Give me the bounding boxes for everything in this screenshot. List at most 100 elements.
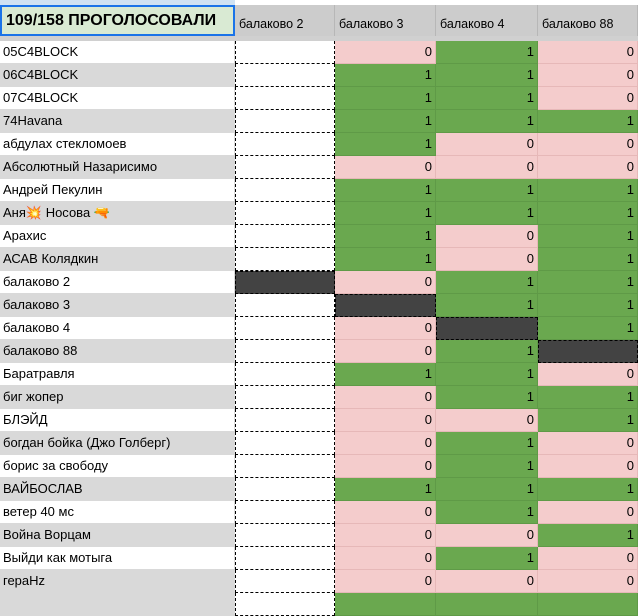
- vote-cell[interactable]: 0: [538, 41, 638, 64]
- vote-cell[interactable]: 1: [538, 179, 638, 202]
- vote-cell[interactable]: 1: [538, 110, 638, 133]
- vote-cell[interactable]: 0: [538, 547, 638, 570]
- vote-cell[interactable]: [235, 179, 335, 202]
- participant-name-cell[interactable]: ВАЙБОСЛАВ: [0, 478, 235, 501]
- vote-cell[interactable]: 0: [436, 156, 538, 179]
- participant-name-cell[interactable]: Абсолютный Назарисимо: [0, 156, 235, 179]
- vote-cell[interactable]: [235, 409, 335, 432]
- vote-cell[interactable]: 0: [538, 87, 638, 110]
- participant-name-cell[interactable]: 07C4BLOCK: [0, 87, 235, 110]
- vote-cell[interactable]: [235, 501, 335, 524]
- vote-cell[interactable]: 0: [538, 64, 638, 87]
- vote-cell[interactable]: 0: [538, 156, 638, 179]
- vote-cell[interactable]: [235, 432, 335, 455]
- vote-cell[interactable]: [235, 110, 335, 133]
- vote-cell[interactable]: 0: [335, 432, 436, 455]
- vote-cell[interactable]: 1: [436, 179, 538, 202]
- vote-cell[interactable]: 0: [335, 409, 436, 432]
- vote-cell[interactable]: [235, 547, 335, 570]
- vote-cell[interactable]: 1: [436, 340, 538, 363]
- vote-cell[interactable]: [235, 386, 335, 409]
- vote-cell[interactable]: 0: [335, 340, 436, 363]
- vote-cell[interactable]: 0: [436, 248, 538, 271]
- vote-cell[interactable]: 0: [335, 317, 436, 340]
- vote-cell[interactable]: 0: [538, 432, 638, 455]
- column-header-d[interactable]: балаково 4: [436, 5, 538, 36]
- participant-name-cell[interactable]: Выйди как мотыга: [0, 547, 235, 570]
- vote-cell[interactable]: 0: [436, 409, 538, 432]
- vote-cell[interactable]: 0: [335, 570, 436, 593]
- vote-cell[interactable]: 1: [538, 478, 638, 501]
- vote-cell[interactable]: 0: [335, 156, 436, 179]
- self-vote-blocked-cell[interactable]: [436, 317, 538, 340]
- self-vote-blocked-cell[interactable]: [335, 294, 436, 317]
- vote-cell[interactable]: 1: [436, 41, 538, 64]
- vote-cell[interactable]: [235, 524, 335, 547]
- vote-cell[interactable]: 1: [335, 248, 436, 271]
- vote-cell[interactable]: 1: [538, 386, 638, 409]
- vote-cell[interactable]: [436, 593, 538, 616]
- column-header-e[interactable]: балаково 88: [538, 5, 638, 36]
- vote-cell[interactable]: 1: [436, 87, 538, 110]
- vote-cell[interactable]: 1: [436, 110, 538, 133]
- participant-name-cell[interactable]: балаково 2: [0, 271, 235, 294]
- vote-cell[interactable]: [235, 133, 335, 156]
- vote-cell[interactable]: 1: [335, 363, 436, 386]
- vote-cell[interactable]: 0: [538, 455, 638, 478]
- participant-name-cell[interactable]: балаково 3: [0, 294, 235, 317]
- participant-name-cell[interactable]: абдулах стекломоев: [0, 133, 235, 156]
- vote-cell[interactable]: 1: [538, 248, 638, 271]
- participant-name-cell[interactable]: 06C4BLOCK: [0, 64, 235, 87]
- vote-cell[interactable]: 0: [538, 363, 638, 386]
- frozen-row-divider[interactable]: [0, 36, 638, 41]
- vote-cell[interactable]: 0: [436, 225, 538, 248]
- vote-cell[interactable]: 1: [335, 225, 436, 248]
- cell-a1-vote-count[interactable]: 109/158 ПРОГОЛОСОВАЛИ: [0, 5, 235, 36]
- vote-cell[interactable]: [538, 593, 638, 616]
- vote-cell[interactable]: 1: [538, 524, 638, 547]
- vote-cell[interactable]: 1: [436, 432, 538, 455]
- vote-cell[interactable]: 1: [436, 202, 538, 225]
- vote-cell[interactable]: 1: [335, 478, 436, 501]
- vote-cell[interactable]: 0: [335, 501, 436, 524]
- participant-name-cell[interactable]: Андрей Пекулин: [0, 179, 235, 202]
- vote-cell[interactable]: [235, 340, 335, 363]
- column-header-c[interactable]: балаково 3: [335, 5, 436, 36]
- vote-cell[interactable]: [235, 570, 335, 593]
- vote-cell[interactable]: 0: [436, 133, 538, 156]
- participant-name-cell[interactable]: балаково 4: [0, 317, 235, 340]
- vote-cell[interactable]: 0: [335, 455, 436, 478]
- self-vote-blocked-cell[interactable]: [538, 340, 638, 363]
- participant-name-cell[interactable]: 05C4BLOCK: [0, 41, 235, 64]
- participant-name-cell[interactable]: АСАВ Колядкин: [0, 248, 235, 271]
- vote-cell[interactable]: 1: [335, 87, 436, 110]
- vote-cell[interactable]: 0: [538, 570, 638, 593]
- vote-cell[interactable]: [235, 455, 335, 478]
- participant-name-cell[interactable]: БЛЭЙД: [0, 409, 235, 432]
- vote-cell[interactable]: [235, 317, 335, 340]
- vote-cell[interactable]: 0: [335, 41, 436, 64]
- vote-cell[interactable]: 0: [335, 547, 436, 570]
- vote-cell[interactable]: 1: [436, 294, 538, 317]
- participant-name-cell[interactable]: Аня💥 Носова 🔫: [0, 202, 235, 225]
- vote-cell[interactable]: 0: [335, 386, 436, 409]
- vote-cell[interactable]: 1: [436, 363, 538, 386]
- participant-name-cell[interactable]: 74Havana: [0, 110, 235, 133]
- vote-cell[interactable]: 1: [436, 547, 538, 570]
- vote-cell[interactable]: 1: [335, 202, 436, 225]
- participant-name-cell[interactable]: Арахис: [0, 225, 235, 248]
- vote-cell[interactable]: 0: [436, 570, 538, 593]
- participant-name-cell[interactable]: ветер 40 мс: [0, 501, 235, 524]
- vote-cell[interactable]: 1: [436, 386, 538, 409]
- vote-cell[interactable]: 1: [436, 271, 538, 294]
- vote-cell[interactable]: [235, 363, 335, 386]
- vote-cell[interactable]: 1: [538, 409, 638, 432]
- self-vote-blocked-cell[interactable]: [235, 271, 335, 294]
- vote-cell[interactable]: 0: [538, 133, 638, 156]
- vote-cell[interactable]: 1: [335, 133, 436, 156]
- vote-cell[interactable]: [235, 248, 335, 271]
- participant-name-cell[interactable]: биг жопер: [0, 386, 235, 409]
- vote-cell[interactable]: [235, 64, 335, 87]
- vote-cell[interactable]: 1: [538, 202, 638, 225]
- vote-cell[interactable]: [235, 202, 335, 225]
